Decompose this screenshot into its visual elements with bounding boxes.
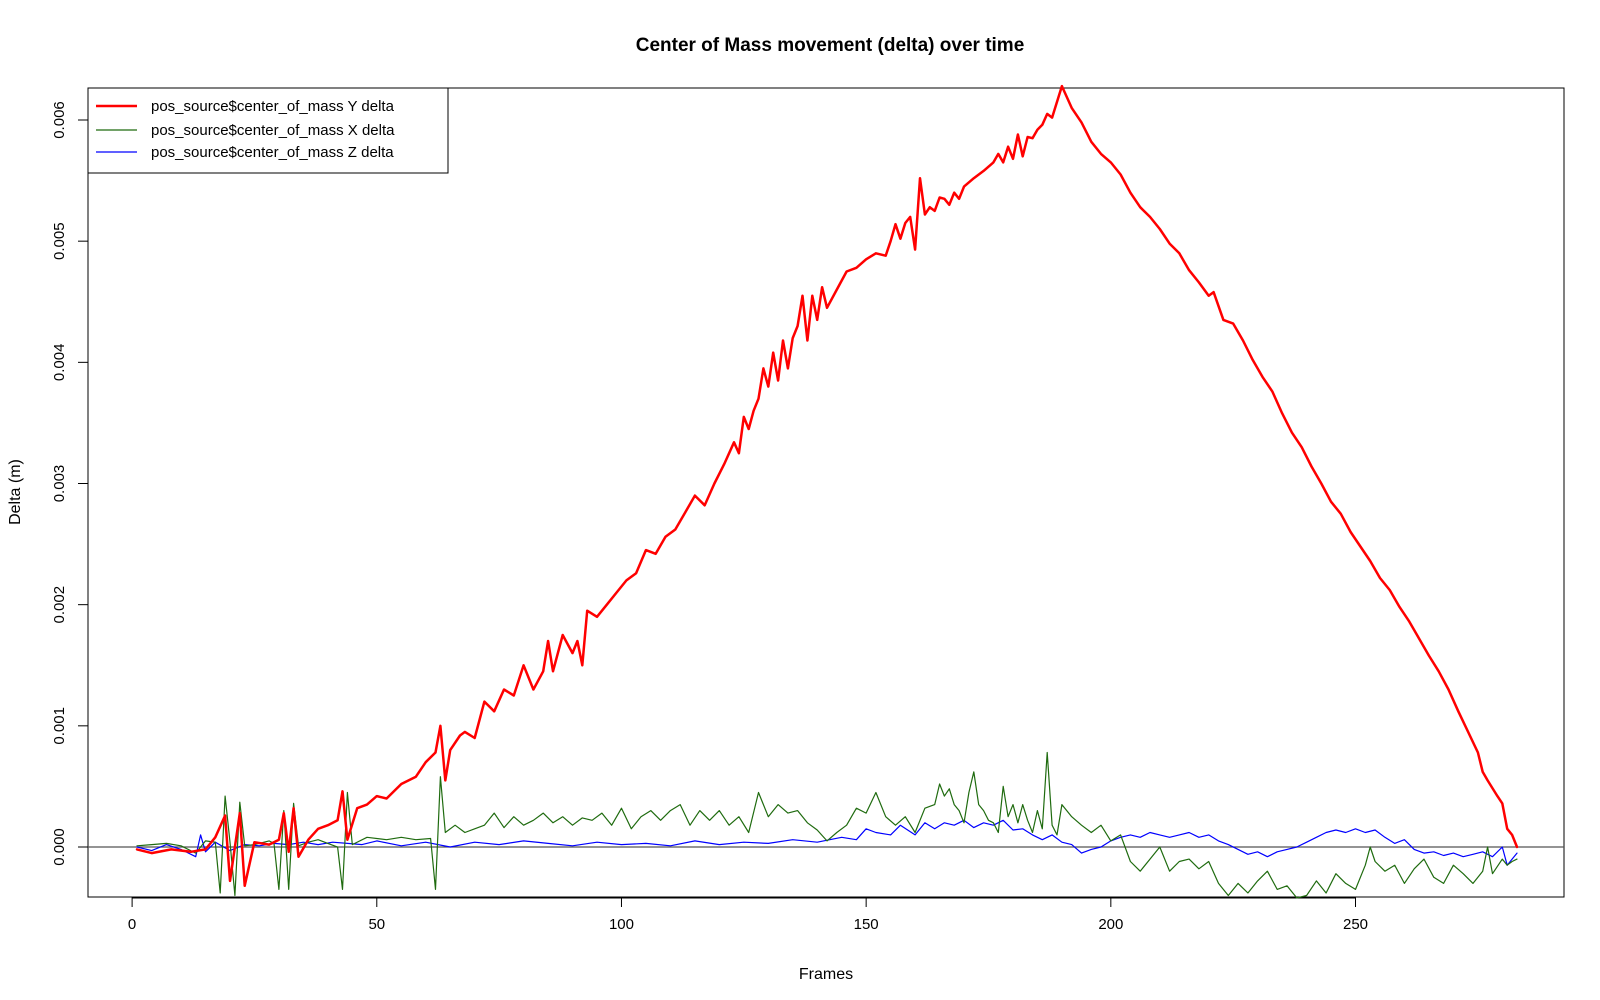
- x-axis-label: Frames: [799, 966, 853, 983]
- y-tick-label: 0.005: [51, 222, 68, 260]
- y-tick-label: 0.002: [51, 586, 68, 624]
- legend: pos_source$center_of_mass Y delta pos_so…: [87, 87, 449, 174]
- series-line-y: [135, 84, 1519, 888]
- x-tick-label: 250: [1343, 916, 1368, 933]
- y-tick-label: 0.001: [51, 707, 68, 745]
- y-tick-label: 0.006: [51, 101, 68, 139]
- legend-box: [87, 87, 449, 174]
- x-tick-label: 0: [128, 916, 136, 933]
- x-axis: 0 50 100 150 200 250: [128, 897, 1368, 933]
- y-tick-label: 0.004: [51, 344, 68, 382]
- x-tick-label: 50: [368, 916, 385, 933]
- y-axis-label: Delta (m): [7, 459, 24, 525]
- legend-entry-z: pos_source$center_of_mass Z delta: [151, 144, 394, 161]
- series-line-x: [136, 751, 1518, 899]
- y-tick-label: 0.000: [51, 828, 68, 866]
- x-tick-label: 200: [1098, 916, 1123, 933]
- x-tick-label: 150: [854, 916, 879, 933]
- x-tick-label: 100: [609, 916, 634, 933]
- chart-title: Center of Mass movement (delta) over tim…: [636, 35, 1025, 56]
- series-line-z: [136, 819, 1518, 866]
- legend-entry-y: pos_source$center_of_mass Y delta: [151, 98, 395, 115]
- y-axis: 0.000 0.001 0.002 0.003 0.004 0.005 0.006: [51, 101, 89, 866]
- legend-entry-x: pos_source$center_of_mass X delta: [151, 122, 395, 139]
- series-layer: [135, 84, 1519, 899]
- y-tick-label: 0.003: [51, 465, 68, 503]
